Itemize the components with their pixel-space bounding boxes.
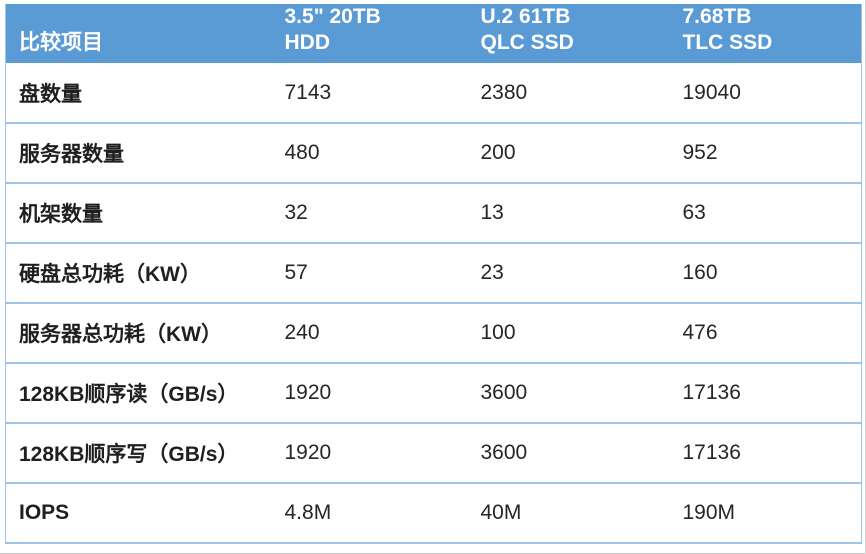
header-qlc-column: U.2 61TB QLC SSD (473, 4, 676, 63)
cell-tlc: 476 (675, 302, 862, 363)
header-tlc-line2: TLC SSD (682, 31, 773, 54)
cell-tlc: 190M (675, 482, 862, 543)
cell-tlc: 17136 (675, 362, 862, 423)
table-row-iops: IOPS 4.8M 40M 190M (5, 482, 862, 543)
header-qlc-line1: U.2 61TB (480, 5, 571, 28)
row-label: 128KB顺序读（GB/s） (5, 362, 278, 423)
cell-hdd: 1920 (277, 422, 474, 483)
row-label: 机架数量 (5, 182, 278, 243)
cell-qlc: 3600 (473, 362, 676, 423)
header-hdd-line1: 3.5" 20TB (284, 5, 381, 28)
header-qlc-line2: QLC SSD (480, 31, 574, 54)
header-tlc-column: 7.68TB TLC SSD (675, 4, 862, 63)
cell-hdd: 32 (277, 182, 474, 243)
table-row-server-count: 服务器数量 480 200 952 (5, 122, 862, 183)
cell-hdd: 1920 (277, 362, 474, 423)
table-row-seq-write: 128KB顺序写（GB/s） 1920 3600 17136 (5, 422, 862, 483)
table-row-disk-power: 硬盘总功耗（KW） 57 23 160 (5, 242, 862, 303)
cell-tlc: 63 (675, 182, 862, 243)
cell-qlc: 3600 (473, 422, 676, 483)
table-row-rack-count: 机架数量 32 13 63 (5, 182, 862, 243)
row-label: 服务器数量 (5, 122, 278, 183)
cell-hdd: 240 (277, 302, 474, 363)
comparison-table: 比较项目 3.5" 20TB HDD U.2 61TB QLC SSD 7.68… (5, 4, 862, 544)
cell-hdd: 480 (277, 122, 474, 183)
table-row-seq-read: 128KB顺序读（GB/s） 1920 3600 17136 (5, 362, 862, 423)
table-row-disk-count: 盘数量 7143 2380 19040 (5, 63, 862, 123)
cell-hdd: 4.8M (277, 482, 474, 543)
cell-tlc: 19040 (675, 63, 862, 123)
cell-qlc: 2380 (473, 63, 676, 123)
cell-tlc: 17136 (675, 422, 862, 483)
header-row: 比较项目 3.5" 20TB HDD U.2 61TB QLC SSD 7.68… (5, 4, 862, 63)
cell-qlc: 23 (473, 242, 676, 303)
cell-tlc: 952 (675, 122, 862, 183)
header-hdd-line2: HDD (284, 31, 331, 54)
header-hdd-column: 3.5" 20TB HDD (277, 4, 474, 63)
cell-qlc: 40M (473, 482, 676, 543)
header-tlc-line1: 7.68TB (682, 5, 752, 28)
row-label: 128KB顺序写（GB/s） (5, 422, 278, 483)
header-compare-items-label: 比较项目 (19, 31, 103, 54)
row-label: 硬盘总功耗（KW） (5, 242, 278, 303)
table-row-server-power: 服务器总功耗（KW） 240 100 476 (5, 302, 862, 363)
cell-hdd: 7143 (277, 63, 474, 123)
row-label: 盘数量 (5, 63, 278, 123)
cell-qlc: 200 (473, 122, 676, 183)
cell-hdd: 57 (277, 242, 474, 303)
row-label: IOPS (5, 482, 278, 543)
row-label: 服务器总功耗（KW） (5, 302, 278, 363)
header-compare-items: 比较项目 (5, 4, 278, 63)
cell-tlc: 160 (675, 242, 862, 303)
cell-qlc: 13 (473, 182, 676, 243)
cell-qlc: 100 (473, 302, 676, 363)
